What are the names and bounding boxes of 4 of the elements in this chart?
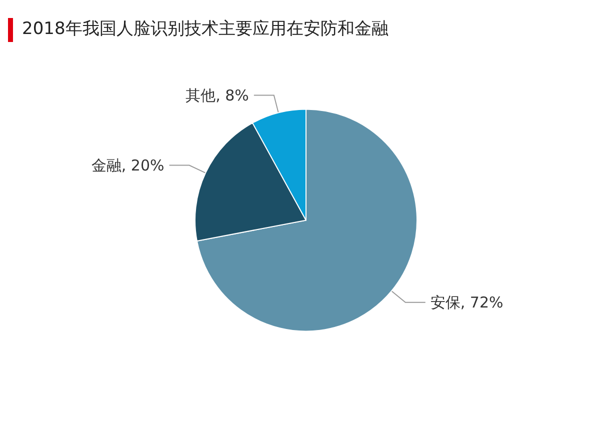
- slice-label: 安保, 72%: [430, 293, 504, 312]
- slice-label: 其他, 8%: [186, 86, 249, 104]
- slice-label: 金融, 20%: [91, 156, 164, 174]
- chart-title: 2018年我国人脸识别技术主要应用在安防和金融: [22, 18, 388, 40]
